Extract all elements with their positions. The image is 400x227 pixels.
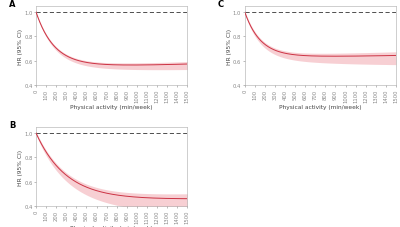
- Y-axis label: HR (95% CI): HR (95% CI): [226, 28, 232, 64]
- X-axis label: Physical activity (min/week): Physical activity (min/week): [279, 104, 362, 109]
- Text: B: B: [9, 121, 15, 130]
- Y-axis label: HR (95% CI): HR (95% CI): [18, 28, 23, 64]
- X-axis label: Physical activity (min/week): Physical activity (min/week): [70, 104, 153, 109]
- Y-axis label: HR (95% CI): HR (95% CI): [18, 149, 23, 185]
- Text: A: A: [9, 0, 15, 10]
- X-axis label: Physical activity (min/week): Physical activity (min/week): [70, 225, 153, 227]
- Text: C: C: [218, 0, 224, 10]
